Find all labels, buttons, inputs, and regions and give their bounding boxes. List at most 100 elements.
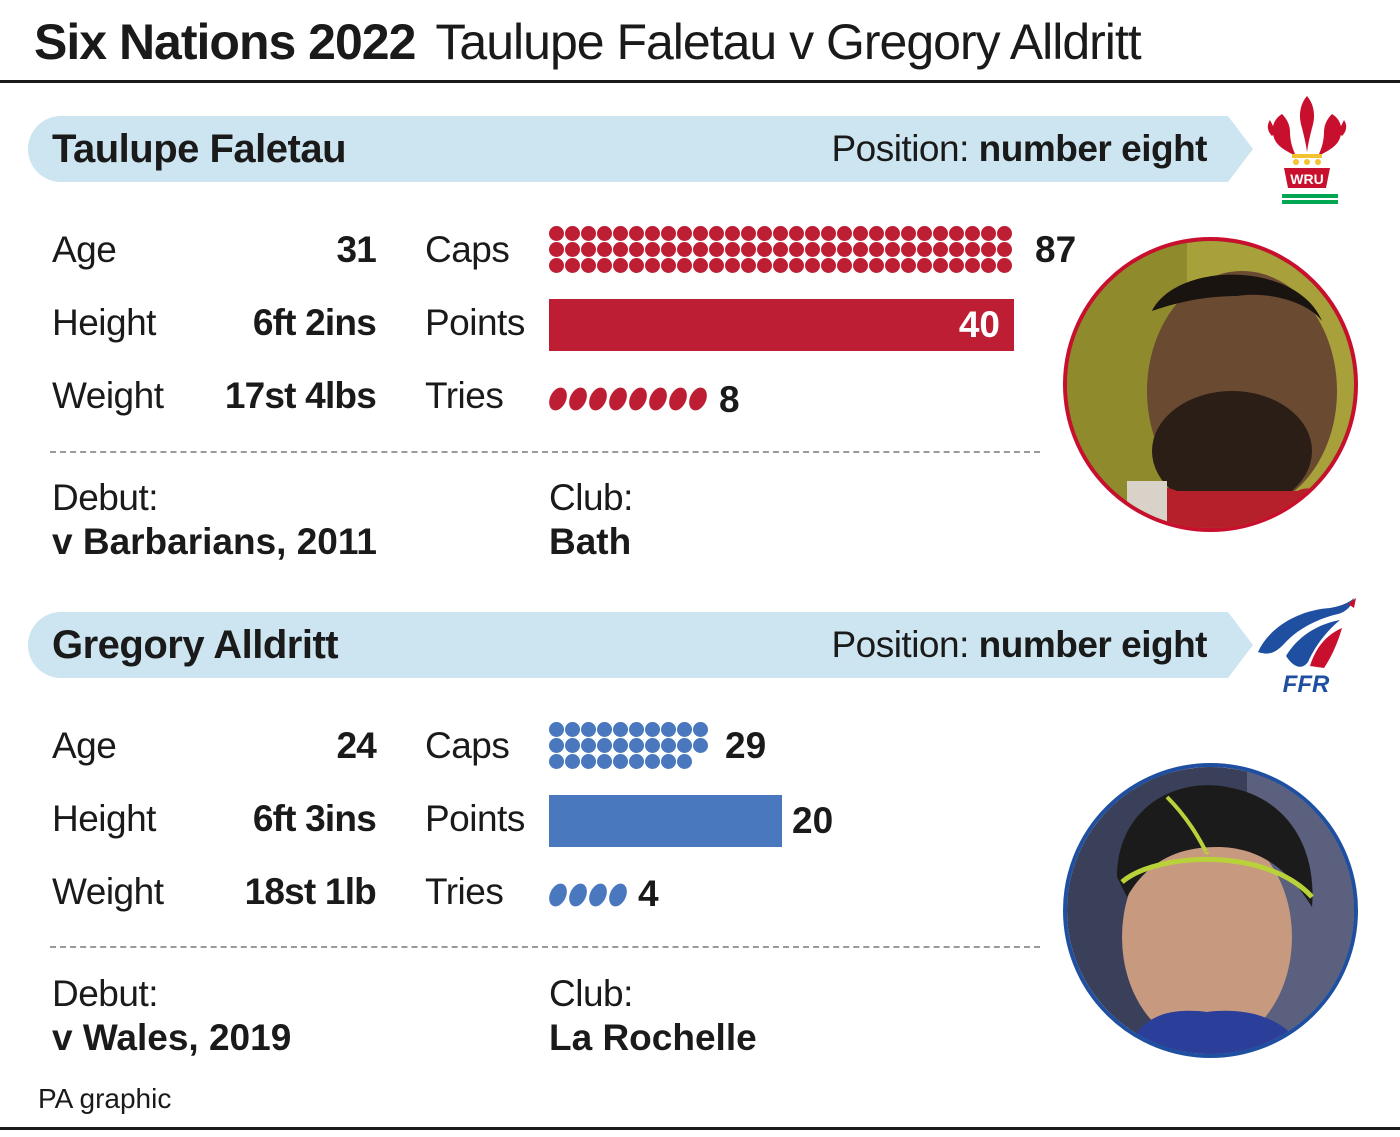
player1-cap-dot bbox=[565, 258, 580, 273]
player1-cap-dot bbox=[709, 226, 724, 241]
player1-cap-dot bbox=[757, 258, 772, 273]
player1-cap-dot bbox=[805, 258, 820, 273]
player2-club-value: La Rochelle bbox=[549, 1017, 757, 1058]
player2-cap-dot bbox=[613, 738, 628, 753]
player1-cap-dot bbox=[901, 242, 916, 257]
player1-cap-dot bbox=[757, 242, 772, 257]
player1-tries-balls bbox=[549, 386, 709, 412]
header-rule bbox=[0, 80, 1400, 83]
event-title: Six Nations 2022 bbox=[34, 14, 416, 70]
player2-cap-dot bbox=[693, 738, 708, 753]
player1-cap-dot bbox=[837, 258, 852, 273]
player1-cap-dot bbox=[565, 242, 580, 257]
player1-cap-dot bbox=[981, 258, 996, 273]
player2-cap-dot bbox=[661, 738, 676, 753]
player1-cap-dot bbox=[581, 242, 596, 257]
player1-try-ball bbox=[549, 387, 567, 411]
player2-caps-label: Caps bbox=[425, 725, 510, 766]
player2-cap-dot bbox=[629, 738, 644, 753]
player1-cap-dot bbox=[613, 226, 628, 241]
player1-divider bbox=[50, 451, 1040, 453]
player1-try-ball bbox=[569, 387, 587, 411]
player1-caps-dots bbox=[549, 226, 1013, 274]
player1-cap-dot bbox=[821, 226, 836, 241]
player1-cap-dot bbox=[677, 258, 692, 273]
player1-cap-dot bbox=[613, 258, 628, 273]
player2-cap-dot bbox=[677, 738, 692, 753]
player2-tries-balls bbox=[549, 882, 629, 908]
ffr-logo-text: FFR bbox=[1283, 671, 1330, 698]
player1-position-value: number eight bbox=[978, 128, 1208, 169]
player1-cap-dot bbox=[949, 242, 964, 257]
player1-cap-dot bbox=[629, 242, 644, 257]
player1-cap-dot bbox=[629, 226, 644, 241]
player2-portrait-icon bbox=[1067, 767, 1354, 1054]
player1-cap-dot bbox=[805, 242, 820, 257]
player1-height-value: 6ft 2ins bbox=[252, 302, 377, 343]
player1-cap-dot bbox=[789, 258, 804, 273]
player2-weight-label: Weight bbox=[52, 871, 164, 912]
player2-cap-dot bbox=[597, 754, 612, 769]
player1-cap-dot bbox=[741, 258, 756, 273]
player1-cap-dot bbox=[549, 258, 564, 273]
player1-cap-dot bbox=[725, 226, 740, 241]
matchup-title: Taulupe Faletau v Gregory Alldritt bbox=[435, 14, 1141, 70]
player1-cap-dot bbox=[629, 258, 644, 273]
player1-try-ball bbox=[669, 387, 687, 411]
player1-cap-dot bbox=[821, 258, 836, 273]
player1-caps-value: 87 bbox=[1035, 229, 1077, 270]
player1-points-value: 40 bbox=[958, 304, 1000, 345]
player2-tries-value: 4 bbox=[638, 873, 659, 914]
player1-cap-dot bbox=[709, 258, 724, 273]
player1-tries-label: Tries bbox=[425, 375, 504, 416]
player1-cap-dot bbox=[789, 242, 804, 257]
player1-cap-dot bbox=[549, 226, 564, 241]
player1-cap-dot bbox=[837, 226, 852, 241]
player2-height-label: Height bbox=[52, 798, 156, 839]
player2-tries-label: Tries bbox=[425, 871, 504, 912]
player2-cap-dot bbox=[693, 722, 708, 737]
player1-weight-label: Weight bbox=[52, 375, 164, 416]
position-label: Position: bbox=[831, 128, 969, 169]
player1-cap-dot bbox=[645, 258, 660, 273]
player1-cap-dot bbox=[869, 258, 884, 273]
player2-name: Gregory Alldritt bbox=[52, 623, 339, 667]
player2-caps-value: 29 bbox=[725, 725, 767, 766]
player1-cap-dot bbox=[997, 242, 1012, 257]
player2-points-value: 20 bbox=[792, 800, 834, 841]
player1-cap-dot bbox=[677, 226, 692, 241]
player1-club-label: Club: bbox=[549, 477, 633, 518]
player2-debut-label: Debut: bbox=[52, 973, 159, 1014]
player1-cap-dot bbox=[885, 242, 900, 257]
player1-cap-dot bbox=[869, 242, 884, 257]
player1-cap-dot bbox=[917, 226, 932, 241]
player1-cap-dot bbox=[885, 258, 900, 273]
player2-cap-dot bbox=[645, 754, 660, 769]
player2-cap-dot bbox=[677, 754, 692, 769]
player1-cap-dot bbox=[917, 242, 932, 257]
player1-cap-dot bbox=[933, 258, 948, 273]
player1-cap-dot bbox=[901, 226, 916, 241]
player1-cap-dot bbox=[773, 226, 788, 241]
player1-cap-dot bbox=[869, 226, 884, 241]
player1-cap-dot bbox=[821, 242, 836, 257]
player2-try-ball bbox=[589, 883, 607, 907]
player1-banner bbox=[28, 116, 1253, 182]
player1-cap-dot bbox=[645, 242, 660, 257]
player1-cap-dot bbox=[885, 226, 900, 241]
footer-rule bbox=[0, 1127, 1400, 1130]
player2-cap-dot bbox=[581, 722, 596, 737]
player2-cap-dot bbox=[565, 722, 580, 737]
player1-try-ball bbox=[689, 387, 707, 411]
player1-cap-dot bbox=[805, 226, 820, 241]
player1-cap-dot bbox=[581, 226, 596, 241]
player2-age-label: Age bbox=[52, 725, 117, 766]
player2-try-ball bbox=[549, 883, 567, 907]
player2-cap-dot bbox=[565, 754, 580, 769]
player1-tries-value: 8 bbox=[719, 379, 740, 420]
player1-cap-dot bbox=[853, 242, 868, 257]
player1-try-ball bbox=[649, 387, 667, 411]
player1-cap-dot bbox=[597, 242, 612, 257]
player1-age-value: 31 bbox=[336, 229, 376, 270]
player2-points-bar bbox=[549, 795, 782, 847]
